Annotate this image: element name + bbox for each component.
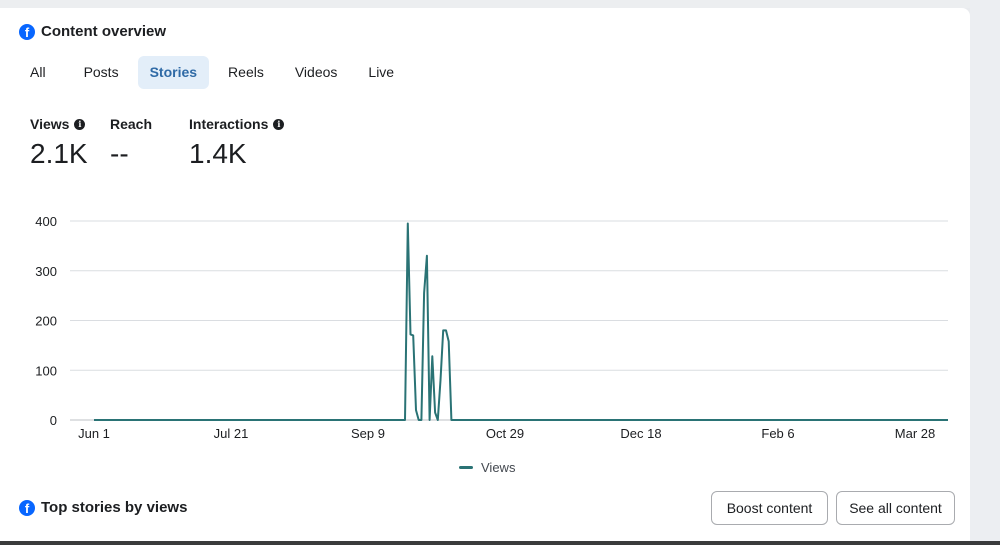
tab-posts[interactable]: Posts — [83, 64, 119, 80]
y-tick-label: 200 — [35, 314, 57, 329]
tab-videos[interactable]: Videos — [294, 64, 338, 80]
tab-reels[interactable]: Reels — [228, 64, 264, 80]
content-overview-card — [0, 8, 970, 545]
metric-reach-label: Reach — [110, 116, 153, 132]
x-tick-label: Dec 18 — [620, 426, 661, 440]
facebook-icon: f — [19, 500, 35, 516]
chart-legend: Views — [459, 459, 515, 475]
metric-interactions: Interactions i 1.4K — [189, 115, 285, 171]
x-tick-label: Jun 1 — [78, 426, 110, 440]
x-tick-label: Feb 6 — [761, 426, 794, 440]
boost-content-button[interactable]: Boost content — [711, 491, 828, 525]
metric-reach: Reach -- — [110, 115, 152, 171]
x-tick-label: Oct 29 — [486, 426, 524, 440]
metric-views-value: 2.1K — [30, 138, 88, 169]
metric-interactions-value: 1.4K — [189, 138, 247, 169]
tab-stories[interactable]: Stories — [137, 56, 210, 89]
window-bottom-edge — [0, 541, 1000, 545]
views-line-chart: 0 100 200 300 400 Jun 1 Jul 21 Sep 9 Oct 29 Dec 1… — [35, 214, 948, 440]
legend-label-views: Views — [481, 459, 516, 475]
window-top-strip — [0, 0, 1000, 8]
x-tick-label: Sep 9 — [351, 426, 385, 440]
metric-views-label: Views — [30, 116, 70, 132]
top-stories-title: Top stories by views — [41, 499, 188, 516]
see-all-content-button[interactable]: See all content — [836, 491, 955, 525]
series-line-views — [94, 222, 948, 421]
metric-views: Views i 2.1K — [30, 115, 88, 171]
legend-swatch-views — [459, 465, 473, 469]
metric-interactions-label: Interactions — [189, 116, 269, 132]
x-tick-label: Jul 21 — [214, 426, 249, 440]
page-right-gutter — [970, 0, 1000, 545]
info-icon[interactable]: i — [74, 118, 86, 130]
y-tick-label: 300 — [35, 264, 57, 279]
y-tick-label: 100 — [35, 363, 57, 378]
y-tick-label: 0 — [50, 413, 57, 428]
content-type-tabs: All Posts Stories Reels Videos Live — [18, 56, 413, 89]
metric-reach-value: -- — [110, 138, 129, 169]
content-overview-title: Content overview — [41, 23, 167, 40]
x-tick-label: Mar 28 — [895, 426, 935, 440]
info-icon[interactable]: i — [273, 118, 285, 130]
y-tick-label: 400 — [35, 214, 57, 229]
tab-live[interactable]: Live — [368, 64, 395, 80]
tab-all[interactable]: All — [30, 64, 46, 80]
facebook-icon: f — [19, 24, 35, 40]
